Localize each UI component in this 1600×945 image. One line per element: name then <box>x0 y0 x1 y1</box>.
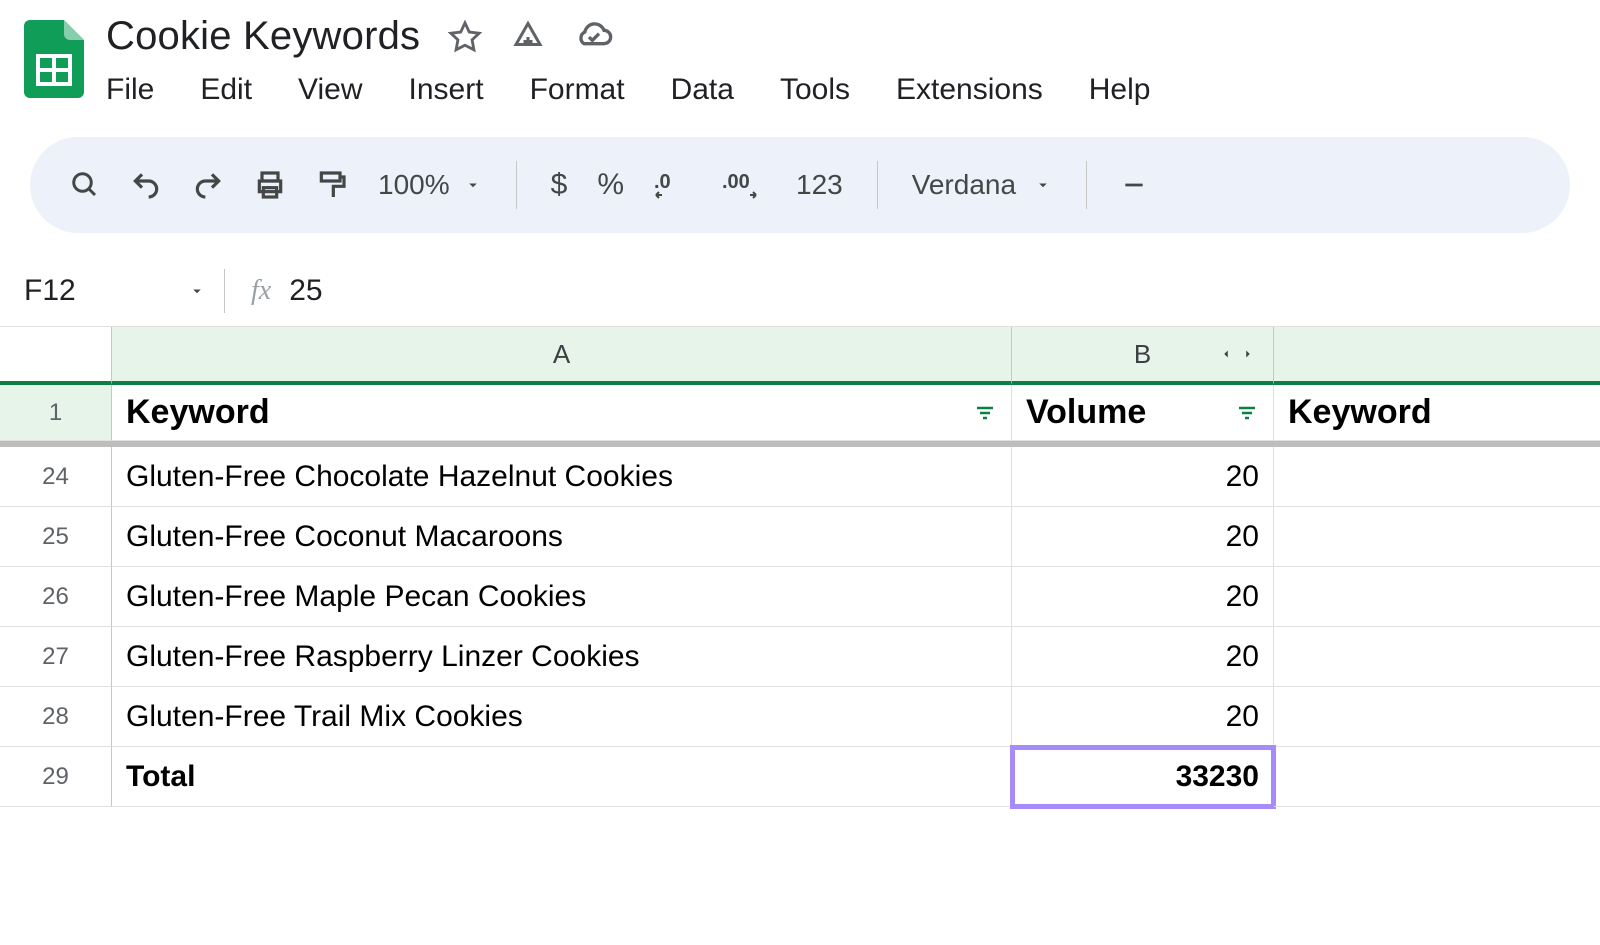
table-row: 25 Gluten-Free Coconut Macaroons 20 <box>0 507 1600 567</box>
menu-view[interactable]: View <box>298 73 362 107</box>
undo-icon[interactable] <box>130 169 162 201</box>
chevron-down-icon <box>188 282 206 300</box>
increase-decimal-icon[interactable]: .00 <box>722 170 766 200</box>
table-row: 24 Gluten-Free Chocolate Hazelnut Cookie… <box>0 447 1600 507</box>
divider <box>516 161 517 209</box>
table-row: 28 Gluten-Free Trail Mix Cookies 20 <box>0 687 1600 747</box>
row-header[interactable]: 28 <box>0 687 112 747</box>
filter-icon[interactable] <box>973 401 997 425</box>
row-header[interactable]: 1 <box>0 385 112 441</box>
menu-data[interactable]: Data <box>671 73 734 107</box>
cell[interactable]: Gluten-Free Maple Pecan Cookies <box>112 567 1012 627</box>
svg-text:.0: .0 <box>654 171 671 193</box>
cell-a1[interactable]: Keyword <box>112 385 1012 441</box>
cell[interactable] <box>1274 747 1600 807</box>
search-icon[interactable] <box>70 170 100 200</box>
cell[interactable] <box>1274 627 1600 687</box>
move-to-drive-icon[interactable] <box>510 19 546 55</box>
cell-c1[interactable]: Keyword <box>1274 385 1600 441</box>
decrease-decimal-icon[interactable]: .0 <box>654 170 692 200</box>
namebox-row: F12 fx 25 <box>0 255 1600 327</box>
name-box[interactable]: F12 <box>24 274 224 308</box>
spreadsheet-grid: A B 1 Keyword Volume Keyword 24 Gluten-F… <box>0 327 1600 807</box>
menu-file[interactable]: File <box>106 73 154 107</box>
menu-format[interactable]: Format <box>530 73 625 107</box>
row-header[interactable]: 29 <box>0 747 112 807</box>
menubar: File Edit View Insert Format Data Tools … <box>106 69 1150 107</box>
column-header-b[interactable]: B <box>1012 327 1274 385</box>
sheets-logo-icon[interactable] <box>24 20 84 98</box>
column-header-a[interactable]: A <box>112 327 1012 385</box>
font-select[interactable]: Verdana <box>912 169 1052 201</box>
fx-icon: fx <box>251 275 271 307</box>
currency-icon[interactable]: $ <box>551 168 568 202</box>
cell[interactable]: Gluten-Free Raspberry Linzer Cookies <box>112 627 1012 687</box>
row-header[interactable]: 25 <box>0 507 112 567</box>
menu-insert[interactable]: Insert <box>409 73 484 107</box>
font-name: Verdana <box>912 169 1016 201</box>
more-formats-label[interactable]: 123 <box>796 169 843 201</box>
cell[interactable]: Gluten-Free Chocolate Hazelnut Cookies <box>112 447 1012 507</box>
menu-tools[interactable]: Tools <box>780 73 850 107</box>
toolbar: 100% $ % .0 .00 123 Verdana <box>30 137 1570 233</box>
percent-icon[interactable]: % <box>597 168 624 202</box>
column-headers: A B <box>0 327 1600 385</box>
cell-total-label[interactable]: Total <box>112 747 1012 807</box>
divider <box>877 161 878 209</box>
cell[interactable]: 20 <box>1012 627 1274 687</box>
cell-total-value[interactable]: 33230 <box>1012 747 1274 807</box>
redo-icon[interactable] <box>192 169 224 201</box>
cell[interactable]: Gluten-Free Coconut Macaroons <box>112 507 1012 567</box>
cell[interactable] <box>1274 687 1600 747</box>
table-row: 26 Gluten-Free Maple Pecan Cookies 20 <box>0 567 1600 627</box>
cell[interactable]: Gluten-Free Trail Mix Cookies <box>112 687 1012 747</box>
title-block: Cookie Keywords File Edit View Insert Fo… <box>106 14 1150 107</box>
cell[interactable] <box>1274 447 1600 507</box>
row-header[interactable]: 24 <box>0 447 112 507</box>
menu-edit[interactable]: Edit <box>200 73 252 107</box>
document-title[interactable]: Cookie Keywords <box>106 14 420 59</box>
table-row-total: 29 Total 33230 <box>0 747 1600 807</box>
cell[interactable] <box>1274 567 1600 627</box>
cell[interactable]: 20 <box>1012 447 1274 507</box>
cloud-saved-icon[interactable] <box>574 17 614 57</box>
svg-text:.00: .00 <box>722 171 750 193</box>
cell[interactable]: 20 <box>1012 507 1274 567</box>
row-header[interactable]: 27 <box>0 627 112 687</box>
divider <box>1086 161 1087 209</box>
table-row: 27 Gluten-Free Raspberry Linzer Cookies … <box>0 627 1600 687</box>
cell[interactable]: 20 <box>1012 567 1274 627</box>
filter-icon[interactable] <box>1235 401 1259 425</box>
title-line: Cookie Keywords <box>106 14 1150 59</box>
row-header[interactable]: 26 <box>0 567 112 627</box>
header-row: 1 Keyword Volume Keyword <box>0 385 1600 447</box>
star-icon[interactable] <box>448 20 482 54</box>
column-header-next[interactable] <box>1274 327 1600 385</box>
print-icon[interactable] <box>254 169 286 201</box>
title-area: Cookie Keywords File Edit View Insert Fo… <box>0 0 1600 107</box>
zoom-select[interactable]: 100% <box>378 169 482 201</box>
cell-b1[interactable]: Volume <box>1012 385 1274 441</box>
cell[interactable] <box>1274 507 1600 567</box>
minus-icon[interactable] <box>1121 172 1147 198</box>
menu-extensions[interactable]: Extensions <box>896 73 1043 107</box>
divider <box>224 269 225 313</box>
formula-bar-value[interactable]: 25 <box>289 274 322 308</box>
select-all-corner[interactable] <box>0 327 112 385</box>
menu-help[interactable]: Help <box>1089 73 1151 107</box>
scroll-columns-icon[interactable] <box>1219 347 1255 361</box>
zoom-value: 100% <box>378 169 450 201</box>
cell[interactable]: 20 <box>1012 687 1274 747</box>
paint-format-icon[interactable] <box>316 169 348 201</box>
name-box-value: F12 <box>24 274 76 308</box>
